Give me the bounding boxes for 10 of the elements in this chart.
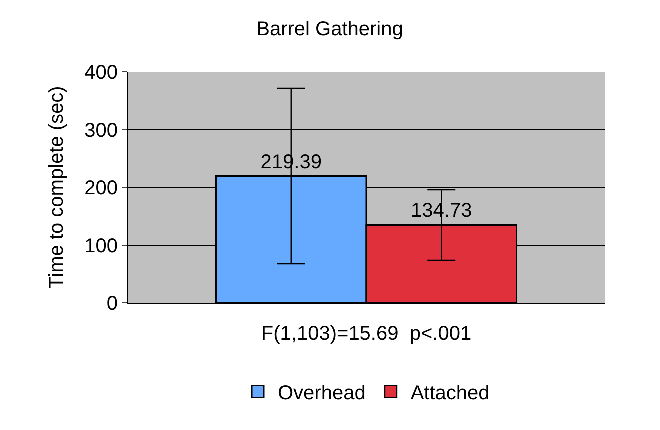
chart-title: Barrel Gathering: [256, 18, 404, 40]
x-axis-title: F(1,103)=15.69 p<.001: [261, 322, 472, 345]
legend-label: Attached: [410, 382, 490, 405]
y-axis-title: Time to complete (sec): [46, 86, 68, 289]
y-tick-label: 300: [84, 120, 118, 142]
y-tick-label: 400: [84, 62, 118, 84]
y-tick-label: 100: [84, 235, 118, 258]
y-tick-label: 0: [106, 293, 118, 315]
y-tick-label: 200: [84, 178, 118, 200]
legend-label: Overhead: [278, 382, 366, 405]
